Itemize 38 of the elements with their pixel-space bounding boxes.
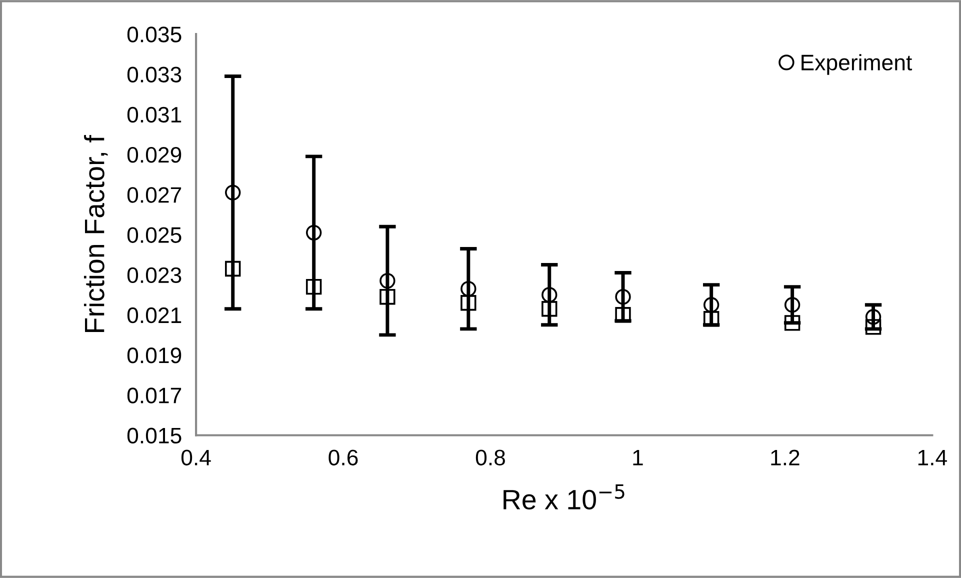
point xyxy=(784,315,800,331)
point xyxy=(865,309,882,325)
point xyxy=(703,311,720,327)
point xyxy=(460,295,476,311)
y-axis-title: Friction Factor, f xyxy=(84,135,108,332)
x-tick-label: 0.6 xyxy=(328,450,358,466)
y-tick-label: 0.029 xyxy=(127,146,182,163)
y-tick-label: 0.015 xyxy=(127,428,182,444)
point xyxy=(225,184,241,200)
legend-label: Experiment xyxy=(802,54,912,75)
point xyxy=(542,301,558,317)
y-tick-label: 0.033 xyxy=(127,66,182,82)
point xyxy=(306,278,322,295)
point xyxy=(865,319,882,335)
x-tick-label: 1 xyxy=(633,450,643,466)
point xyxy=(306,224,322,241)
point xyxy=(380,288,396,305)
y-tick-label: 0.019 xyxy=(127,348,182,364)
x-tick-label: 1.2 xyxy=(771,450,800,466)
x-axis-title: Re x 10$^{−5}$ xyxy=(504,484,624,510)
y-tick-label: 0.023 xyxy=(127,267,182,284)
point xyxy=(542,286,558,303)
x-tick-label: 0.8 xyxy=(476,450,505,466)
y-tick-label: 0.027 xyxy=(127,187,182,203)
x-tick-label: 0.4 xyxy=(181,450,211,466)
point xyxy=(225,260,241,277)
y-tick-label: 0.017 xyxy=(127,388,182,404)
y-tick-label: 0.035 xyxy=(127,26,182,42)
x-tick-label: 1.4 xyxy=(918,450,947,466)
point xyxy=(460,280,476,297)
y-tick-label: 0.021 xyxy=(127,307,182,324)
y-tick-label: 0.025 xyxy=(127,227,182,243)
point xyxy=(615,288,631,305)
point xyxy=(784,297,800,313)
y-tick-label: 0.031 xyxy=(127,106,182,123)
point xyxy=(380,272,396,289)
point xyxy=(703,297,720,313)
point xyxy=(615,307,631,323)
